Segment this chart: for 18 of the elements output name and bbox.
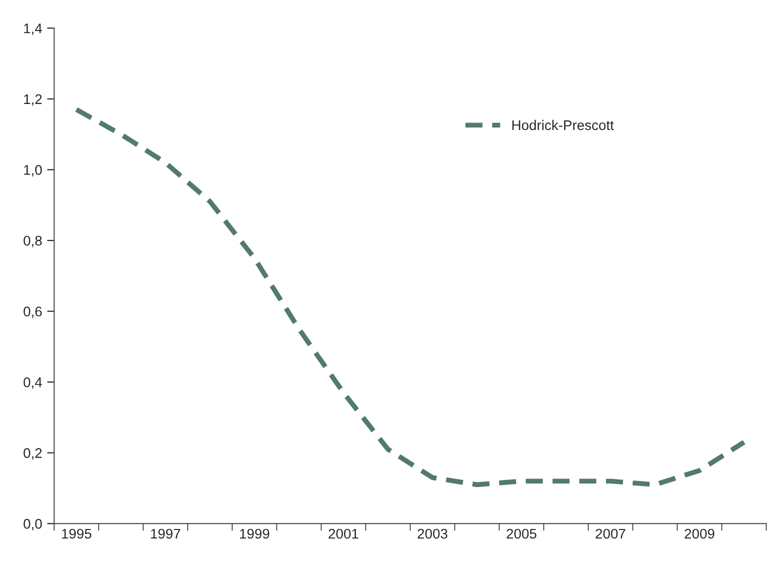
y-tick-label: 0,4	[24, 377, 42, 389]
y-tick-label: 0,2	[24, 448, 42, 460]
x-tick-label: 1995	[62, 528, 92, 539]
line-series	[74, 107, 746, 488]
y-tick-label: 1,2	[24, 94, 42, 106]
legend-label: Hodrick-Prescott	[512, 120, 614, 130]
x-tick-label: 2001	[328, 528, 358, 539]
x-tick-label: 1997	[151, 528, 180, 539]
y-tick-label: 0,0	[24, 518, 42, 530]
y-tick-label: 1,4	[24, 24, 42, 35]
x-tick-label: 2007	[596, 528, 626, 539]
x-tick-label: 2003	[418, 528, 448, 539]
y-tick-label: 1,0	[24, 165, 42, 177]
x-tick-label: 1999	[240, 528, 270, 539]
x-tick-label: 2009	[684, 528, 714, 539]
y-tick-label: 0,8	[24, 236, 42, 248]
y-tick-label: 0,6	[24, 306, 42, 318]
x-tick-label: 2005	[506, 528, 536, 539]
